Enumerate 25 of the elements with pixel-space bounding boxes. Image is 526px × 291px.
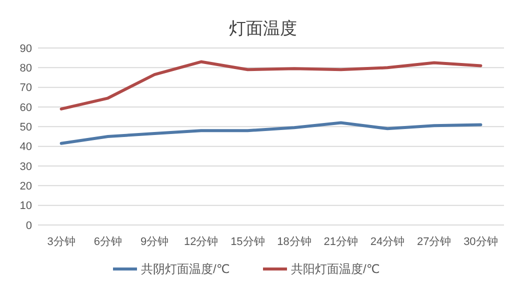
x-tick-label: 3分钟 (47, 236, 76, 248)
x-tick-label: 27分钟 (416, 236, 452, 248)
y-tick-label: 60 (20, 102, 32, 114)
y-tick-label: 20 (20, 180, 32, 193)
y-tick-label: 10 (20, 200, 32, 212)
y-tick-label: 70 (20, 82, 32, 94)
x-tick-label: 21分钟 (324, 236, 358, 248)
x-tick-label: 18分钟 (277, 236, 312, 248)
line-series (60, 60, 482, 110)
chart-title: 灯面温度 (229, 19, 297, 38)
y-tick-label: 0 (26, 220, 32, 232)
line-series (60, 121, 482, 145)
y-tick-label: 90 (20, 42, 32, 55)
y-tick-label: 80 (20, 62, 32, 75)
x-tick-label: 9分钟 (140, 236, 169, 248)
y-tick-label: 40 (20, 141, 32, 154)
y-tick-label: 30 (20, 160, 32, 173)
legend-label: 共阴灯面温度/℃ (141, 262, 230, 276)
y-tick-label: 50 (20, 122, 32, 134)
x-tick-label: 12分钟 (184, 236, 218, 248)
x-tick-label: 30分钟 (464, 236, 498, 248)
x-tick-label: 24分钟 (370, 236, 405, 248)
x-tick-label: 6分钟 (94, 236, 122, 248)
x-tick-label: 15分钟 (230, 236, 265, 248)
legend-label: 共阳灯面温度/℃ (291, 262, 380, 276)
